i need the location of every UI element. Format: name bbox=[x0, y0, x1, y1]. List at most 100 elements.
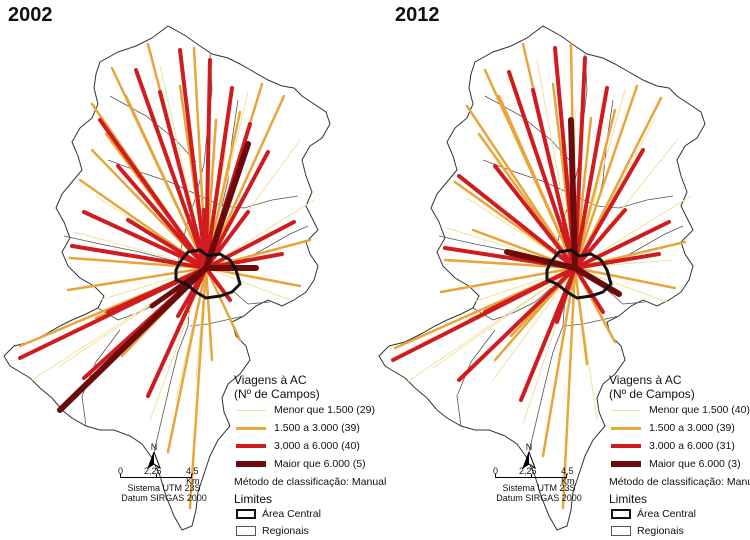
flow-line bbox=[507, 70, 577, 270]
flow-line bbox=[68, 256, 208, 270]
flow-line bbox=[573, 86, 609, 270]
flow-line bbox=[178, 48, 208, 270]
scale-bar: 0 2,25 4,5 Km Sistema UTM 23S Datum SIRG… bbox=[489, 466, 589, 503]
legend-label: 1.500 a 3.000 (39) bbox=[274, 422, 360, 434]
north-arrow-icon bbox=[521, 450, 537, 470]
legend-line-swatch bbox=[611, 410, 641, 411]
legend-label: 1.500 a 3.000 (39) bbox=[649, 422, 735, 434]
legend-label: 3.000 a 6.000 (31) bbox=[649, 440, 735, 452]
flow-line bbox=[561, 266, 577, 510]
flow-line bbox=[166, 266, 208, 454]
flow-line bbox=[204, 210, 250, 270]
north-arrow-icon bbox=[146, 450, 162, 470]
legend-label: Maior que 6.000 (5) bbox=[274, 458, 366, 470]
flow-line bbox=[106, 266, 208, 314]
legend: Viagens à AC (Nº de Campos) Menor que 1.… bbox=[234, 373, 387, 540]
north-label: N bbox=[150, 442, 158, 452]
scale-bar-line bbox=[120, 474, 192, 483]
flow-line bbox=[66, 266, 208, 292]
flow-line bbox=[483, 266, 577, 314]
flow-line bbox=[573, 266, 605, 314]
limit-label: Área Central bbox=[637, 508, 696, 520]
flow-line bbox=[457, 174, 577, 270]
scale-label-0: 0 bbox=[493, 466, 499, 476]
legend-item: Maior que 6.000 (5) bbox=[234, 455, 374, 473]
limit-item: Regionais bbox=[234, 523, 374, 540]
map-canvas-2002 bbox=[3, 25, 331, 531]
scale-label-end: 4,5 Km bbox=[186, 466, 200, 486]
legend-label: 3.000 a 6.000 (40) bbox=[274, 440, 360, 452]
map-year-title: 2002 bbox=[8, 4, 53, 26]
legend-label: Menor que 1.500 (40) bbox=[649, 404, 750, 416]
flow-line bbox=[432, 267, 576, 369]
flow-line bbox=[126, 218, 208, 270]
flow-line bbox=[573, 84, 639, 270]
flow-line bbox=[573, 266, 589, 366]
flow-line bbox=[472, 267, 576, 303]
flow-line bbox=[158, 90, 208, 270]
limit-item: Área Central bbox=[234, 506, 374, 523]
flow-line bbox=[572, 265, 622, 297]
flow-line bbox=[70, 244, 208, 270]
flow-line bbox=[82, 210, 208, 270]
flow-line bbox=[188, 266, 208, 510]
flow-line bbox=[204, 266, 214, 362]
flow-line bbox=[73, 231, 207, 269]
legend-title-line1: Viagens à AC bbox=[609, 373, 682, 387]
flow-line bbox=[99, 267, 207, 301]
legend: Viagens à AC (Nº de Campos) Menor que 1.… bbox=[609, 373, 750, 540]
legend-line-swatch bbox=[236, 461, 266, 467]
limit-swatch bbox=[236, 526, 256, 536]
limits-title: Limites bbox=[234, 492, 273, 506]
scale-bar: 0 2,25 4,5 Km Sistema UTM 23S Datum SIRG… bbox=[114, 466, 214, 503]
flow-line bbox=[204, 220, 296, 270]
legend-line-swatch bbox=[611, 461, 641, 467]
legend-item: Menor que 1.500 (40) bbox=[609, 401, 750, 419]
flow-line bbox=[98, 118, 208, 270]
flow-line bbox=[204, 94, 286, 270]
classification-method: Método de classificação: Manual bbox=[609, 476, 750, 488]
flow-line bbox=[204, 266, 242, 342]
classification-method: Método de classificação: Manual bbox=[234, 476, 387, 488]
srs-line2: Datum SIRGAS 2000 bbox=[121, 493, 207, 503]
legend-title-line2: (Nº de Campos) bbox=[234, 387, 320, 401]
legend-line-swatch bbox=[236, 444, 266, 448]
flow-line bbox=[146, 266, 208, 398]
limit-label: Regionais bbox=[637, 525, 684, 537]
legend-line-swatch bbox=[611, 444, 641, 448]
flow-line bbox=[531, 88, 577, 270]
municipality-boundary bbox=[378, 25, 706, 531]
flow-line bbox=[573, 220, 671, 270]
srs-line2: Datum SIRGAS 2000 bbox=[496, 493, 582, 503]
flow-line bbox=[204, 86, 234, 270]
flow-line bbox=[573, 148, 645, 270]
limit-swatch bbox=[611, 526, 631, 536]
scale-bar-line bbox=[495, 474, 567, 483]
srs-line1: Sistema UTM 23S bbox=[502, 483, 576, 493]
legend-label: Maior que 6.000 (3) bbox=[649, 458, 741, 470]
flow-line bbox=[134, 68, 208, 270]
legend-title-line1: Viagens à AC bbox=[234, 373, 307, 387]
limit-label: Área Central bbox=[262, 508, 321, 520]
scale-label-0: 0 bbox=[118, 466, 124, 476]
legend-item: 3.000 a 6.000 (31) bbox=[609, 437, 749, 455]
flow-line bbox=[57, 265, 209, 413]
north-label: N bbox=[525, 442, 533, 452]
map-panel-2002: 2002 N 0 2,25 4,5 Km Sistema UTM 23S Dat… bbox=[0, 0, 387, 540]
flow-line bbox=[457, 266, 577, 382]
limit-swatch bbox=[611, 509, 631, 519]
north-arrow: N bbox=[521, 443, 537, 475]
legend-item: 1.500 a 3.000 (39) bbox=[234, 419, 374, 437]
flow-line bbox=[202, 208, 208, 270]
flow-line bbox=[149, 265, 209, 309]
flow-line bbox=[573, 208, 627, 270]
map-year-title: 2012 bbox=[395, 4, 440, 26]
legend-label: Menor que 1.500 (29) bbox=[274, 404, 375, 416]
flow-line bbox=[205, 267, 291, 301]
flow-line bbox=[497, 94, 577, 270]
municipality-boundary bbox=[3, 25, 331, 531]
legend-item: 3.000 a 6.000 (40) bbox=[234, 437, 374, 455]
flow-line bbox=[568, 117, 578, 271]
flow-line bbox=[504, 249, 578, 271]
central-area-boundary bbox=[174, 248, 242, 300]
